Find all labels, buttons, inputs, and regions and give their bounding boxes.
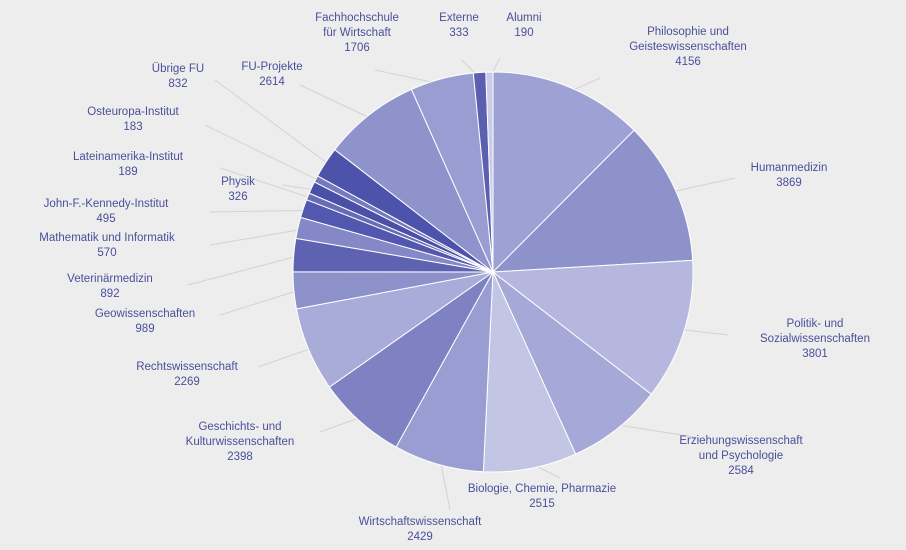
slice-value-label: 326 — [228, 191, 247, 203]
slice-value-label: 2515 — [529, 498, 555, 510]
leader-line — [439, 458, 451, 511]
pie-slice — [492, 271, 652, 455]
slice-label: Biologie, Chemie, Pharmazie 2515 — [468, 483, 616, 510]
slice-label: FU-Projekte 2614 — [241, 61, 302, 88]
slice-label: Alumni 190 — [506, 12, 541, 39]
slice-name-label: Veterinärmedizin — [67, 273, 153, 285]
slice-label: Philosophie und Geisteswissenschaften 4156 — [629, 26, 747, 68]
leader-line — [678, 328, 729, 336]
slice-value-label: 2269 — [174, 376, 200, 388]
slice-name-label: Humanmedizin — [751, 162, 828, 174]
slice-label: Veterinärmedizin 892 — [67, 273, 153, 300]
leader-line — [257, 346, 315, 368]
slice-value-label: 892 — [100, 288, 119, 300]
slice-label: Rechtswissenschaft 2269 — [136, 361, 238, 388]
leader-line — [219, 167, 314, 200]
leader-line — [219, 289, 300, 316]
slice-label: Physik 326 — [221, 176, 255, 203]
slice-name-label: Philosophie und — [647, 26, 729, 38]
slice-label: Geowissenschaften 989 — [95, 308, 195, 335]
slice-value-label: 333 — [449, 27, 468, 39]
pie-slices — [292, 71, 694, 473]
slice-label: Politik- und Sozialwissenschaften 3801 — [760, 318, 870, 360]
slice-name-label: Fachhochschule — [315, 12, 399, 24]
slice-value-label: 2584 — [728, 465, 754, 477]
leader-line — [319, 415, 364, 433]
pie-slice — [492, 71, 635, 274]
slice-value-label: 570 — [97, 247, 116, 259]
slice-name-label: Osteuropa-Institut — [87, 106, 179, 118]
slice-name-label: Lateinamerika-Institut — [73, 151, 184, 163]
slice-name-label: und Psychologie — [699, 450, 783, 462]
slice-labels: Philosophie und Geisteswissenschaften 4156… — [39, 12, 870, 543]
slice-name-label: für Wirtschaft — [323, 27, 392, 39]
slice-name-label: Kulturwissenschaften — [186, 436, 295, 448]
slice-label: Humanmedizin 3869 — [751, 162, 828, 189]
slice-label: Osteuropa-Institut 183 — [87, 106, 179, 133]
slice-value-label: 189 — [118, 166, 137, 178]
slice-name-label: Übrige FU — [152, 63, 204, 75]
slice-value-label: 2614 — [259, 76, 285, 88]
pie-slice — [334, 88, 494, 273]
slice-value-label: 1706 — [344, 42, 370, 54]
leader-line — [204, 124, 322, 183]
slice-name-label: Physik — [221, 176, 255, 188]
slice-name-label: Politik- und — [787, 318, 844, 330]
leader-line — [214, 79, 331, 167]
slice-name-label: Erziehungswissenschaft — [679, 435, 803, 447]
slice-name-label: John-F.-Kennedy-Institut — [44, 198, 169, 210]
slice-name-label: Geisteswissenschaften — [629, 41, 747, 53]
slice-name-label: Mathematik und Informatik — [39, 232, 175, 244]
leader-line — [209, 209, 310, 213]
slice-label: Mathematik und Informatik 570 — [39, 232, 175, 259]
slice-label: Wirtschaftswissenschaft 2429 — [359, 516, 483, 543]
leader-lines — [187, 57, 736, 511]
slice-name-label: Rechtswissenschaft — [136, 361, 238, 373]
slice-label: Externe 333 — [439, 12, 479, 39]
slice-value-label: 190 — [514, 27, 533, 39]
slice-name-label: Sozialwissenschaften — [760, 333, 870, 345]
leader-line — [209, 228, 304, 246]
slice-label: Lateinamerika-Institut 189 — [73, 151, 184, 178]
slice-value-label: 183 — [123, 121, 142, 133]
leader-line — [187, 255, 300, 286]
slice-label: John-F.-Kennedy-Institut 495 — [44, 198, 169, 225]
slice-name-label: Externe — [439, 12, 479, 24]
slice-label: Erziehungswissenschaft und Psychologie 258… — [679, 435, 803, 477]
slice-name-label: FU-Projekte — [241, 61, 302, 73]
slice-name-label: Geschichts- und — [198, 421, 281, 433]
leader-line — [669, 177, 736, 193]
leader-line — [613, 423, 701, 439]
slice-name-label: Geowissenschaften — [95, 308, 195, 320]
slice-label: Fachhochschule für Wirtschaft 1706 — [315, 12, 399, 54]
slice-value-label: 832 — [168, 78, 187, 90]
slice-value-label: 495 — [96, 213, 115, 225]
slice-value-label: 2398 — [227, 451, 253, 463]
slice-value-label: 4156 — [675, 56, 701, 68]
slice-name-label: Biologie, Chemie, Pharmazie — [468, 483, 616, 495]
slice-name-label: Wirtschaftswissenschaft — [359, 516, 483, 528]
slice-value-label: 989 — [135, 323, 154, 335]
slice-label: Übrige FU 832 — [152, 63, 204, 90]
pie-slice — [491, 259, 694, 395]
pie-slice — [485, 71, 494, 273]
leader-line — [299, 84, 374, 120]
slice-label: Geschichts- und Kulturwissenschaften 2398 — [186, 421, 295, 463]
slice-value-label: 3869 — [776, 177, 802, 189]
slice-value-label: 2429 — [407, 531, 433, 543]
pie-slice — [482, 271, 577, 473]
pie-slice — [491, 129, 694, 273]
slice-value-label: 3801 — [802, 348, 828, 360]
slice-name-label: Alumni — [506, 12, 541, 24]
